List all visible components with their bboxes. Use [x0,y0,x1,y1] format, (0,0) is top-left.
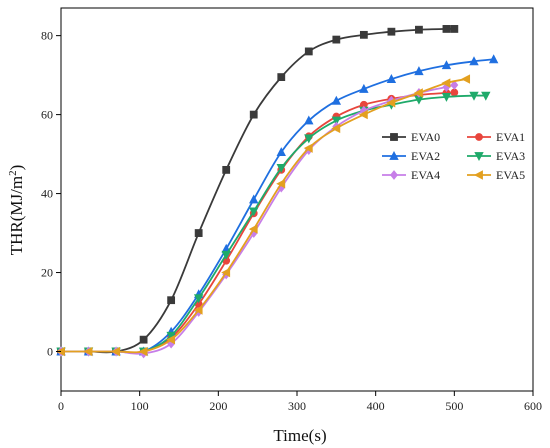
data-point-eva2 [249,194,259,204]
legend: EVA0 EVA1 EVA2 EVA3 EVA4 EVA5 [382,130,525,182]
data-point-eva2 [386,74,397,83]
legend-marker-eva1 [475,133,483,141]
x-tick-label: 300 [288,399,306,413]
data-point-eva3 [481,91,491,101]
data-point-eva5 [83,346,93,357]
data-point-eva3 [249,207,259,217]
data-point-eva2 [414,66,424,76]
data-point-eva0 [139,335,148,344]
data-point-eva5 [221,267,231,278]
legend-label-eva0: EVA0 [411,130,440,144]
y-tick-label: 60 [41,108,53,122]
plot-area-frame [60,7,534,392]
data-point-eva5 [358,109,368,120]
data-point-eva0 [450,25,459,33]
data-point-eva5 [248,224,258,234]
data-point-eva3 [331,116,342,126]
data-point-eva5 [413,88,423,98]
data-point-eva2 [359,83,369,93]
y-tick-label: 20 [41,266,53,280]
data-point-eva5 [461,74,471,84]
data-point-eva3 [221,250,231,260]
data-point-eva2 [441,60,452,70]
data-point-eva0 [442,25,451,33]
data-point-eva5 [441,78,451,88]
x-tick-label: 400 [367,399,385,413]
data-point-eva5 [138,346,148,357]
legend-label-eva3: EVA3 [496,149,525,163]
series-line-eva0 [60,27,455,354]
data-point-eva2 [488,54,499,64]
data-point-eva3 [276,164,286,173]
data-point-eva0 [277,73,286,81]
legend-marker-eva5 [473,170,483,180]
y-tick-label: 0 [47,345,53,359]
data-point-eva2 [469,56,479,66]
y-tick-label: 40 [41,187,53,201]
y-tick-label: 80 [41,29,53,43]
data-point-eva2 [304,115,314,125]
data-point-eva2 [276,147,286,157]
legend-label-eva5: EVA5 [496,168,525,182]
series-eva2 [56,54,499,356]
data-point-eva3 [304,134,314,144]
data-point-eva0 [332,35,341,44]
data-point-eva0 [387,27,396,36]
data-point-eva3 [441,92,452,102]
data-point-eva5 [331,123,341,134]
legend-marker-eva0 [390,133,398,141]
x-tick-label: 500 [445,399,463,413]
data-point-eva0 [249,110,258,119]
data-point-eva0 [415,25,423,34]
x-tick-label: 600 [524,399,542,413]
series-line-eva2 [60,58,494,354]
series-eva5 [55,74,471,357]
legend-marker-eva2 [389,150,399,160]
x-tick-label: 200 [209,399,227,413]
y-axis-title: THR(MJ/m2) [7,165,26,256]
legend-marker-eva4 [390,170,398,180]
data-point-eva0 [167,296,176,305]
x-tick-label: 0 [58,399,64,413]
data-point-eva0 [304,47,313,56]
data-point-eva3 [193,294,204,304]
series-line-eva4 [60,84,455,355]
data-point-eva0 [359,30,368,39]
legend-marker-eva3 [474,152,484,162]
data-point-eva3 [469,91,479,101]
data-point-eva0 [194,229,203,237]
data-point-eva5 [111,346,120,357]
legend-label-eva2: EVA2 [411,149,440,163]
data-point-eva1 [450,88,459,97]
series-eva4 [57,80,459,359]
data-point-eva5 [386,98,396,108]
data-point-eva5 [303,143,313,153]
data-point-eva2 [331,95,342,105]
data-point-eva5 [166,334,176,345]
data-point-eva0 [222,165,231,174]
data-point-eva4 [450,80,459,90]
series-line-eva5 [60,78,467,354]
x-axis-title: Time(s) [273,426,326,445]
x-tick-label: 100 [131,399,149,413]
series-eva0 [57,25,459,356]
data-point-eva5 [193,305,203,315]
legend-label-eva1: EVA1 [496,130,525,144]
data-point-eva5 [276,179,286,189]
legend-label-eva4: EVA4 [411,168,440,182]
